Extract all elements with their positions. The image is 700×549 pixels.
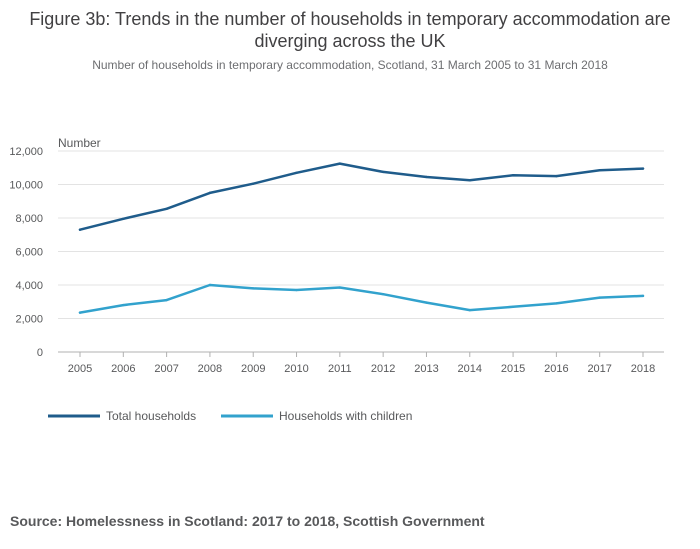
x-tick-label: 2008 [198,363,222,375]
data-point [641,167,645,170]
y-tick-label: 6,000 [15,247,43,259]
data-point [78,311,82,314]
x-tick-label: 2018 [631,363,655,375]
x-tick-label: 2015 [501,363,525,375]
x-tick-label: 2007 [154,363,178,375]
legend-label: Total households [106,409,196,423]
data-point [165,298,168,302]
legend-label: Households with children [279,409,412,423]
data-point [295,288,298,292]
axes: 0 2,000 4,000 6,000 8,000 10,000 12,000 2005 200… [9,146,664,375]
data-point [598,296,601,299]
data-point [122,217,125,221]
chart-subtitle: Number of households in temporary accomm… [92,58,608,72]
source-note: Source: Homelessness in Scotland: 2017 t… [10,513,485,529]
data-point [641,294,645,298]
x-tick-label: 2013 [414,363,438,375]
legend: Total households Households with children [48,409,412,423]
data-point [381,293,385,296]
data-point [468,308,471,312]
data-point [252,182,255,185]
y-tick-label: 2,000 [15,314,43,326]
series-line-households-with-children [78,283,645,314]
data-point [381,170,385,174]
y-tick-label: 4,000 [15,280,43,292]
data-point [555,302,558,305]
x-tick-label: 2005 [68,363,92,375]
x-tick-label: 2012 [371,363,395,375]
x-tick-label: 2010 [284,363,308,375]
data-point [511,174,515,177]
data-point [338,286,342,289]
series-lines [78,162,645,314]
data-point [555,174,558,178]
data-point [598,169,601,172]
data-point [208,191,212,195]
x-tick-label: 2009 [241,363,265,375]
y-axis-label: Number [58,136,101,150]
x-tick-label: 2017 [587,363,611,375]
data-point [425,175,428,179]
series-line-total-households [78,162,645,231]
gridlines [58,150,664,319]
data-point [122,303,125,307]
x-tick-label: 2016 [544,363,568,375]
data-point [338,162,342,165]
y-tick-label: 10,000 [9,180,43,192]
x-tick-label: 2006 [111,363,135,375]
data-point [165,207,168,210]
y-tick-label: 12,000 [9,146,43,158]
data-point [208,283,212,287]
x-tick-label: 2011 [328,363,352,375]
y-tick-label: 8,000 [15,213,43,225]
chart-title: Figure 3b: Trends in the number of house… [29,9,671,51]
x-tick-label: 2014 [458,363,482,375]
data-point [468,179,471,182]
data-point [252,287,255,290]
y-tick-label: 0 [37,347,43,359]
data-point [511,305,515,308]
data-point [295,171,298,174]
data-point [78,228,82,231]
data-point [425,301,428,304]
